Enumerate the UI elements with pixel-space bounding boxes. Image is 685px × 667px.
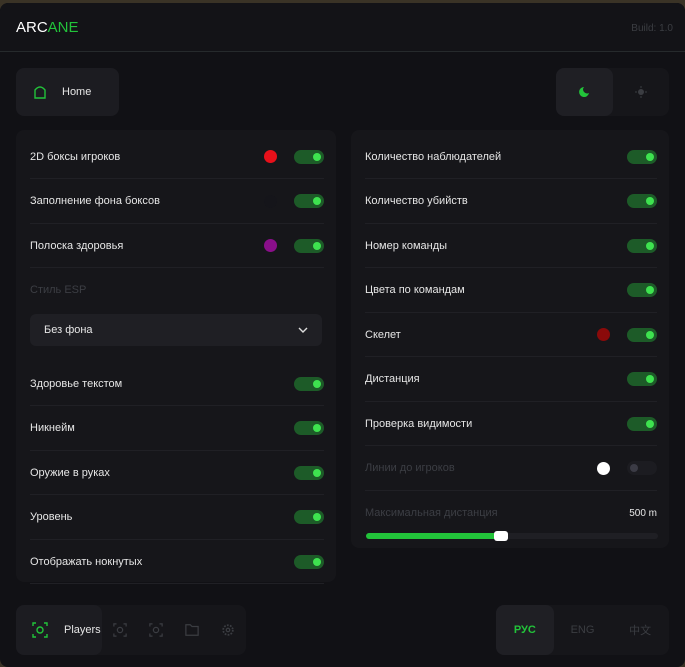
setting-row: Проверка видимости [365,402,657,446]
lang-rus[interactable]: РУС [496,605,554,655]
theme-switch [556,68,669,116]
toggle-switch[interactable] [627,372,657,386]
toggle-switch[interactable] [627,327,657,342]
setting-row: Скелет [365,313,657,357]
eye-scan-icon [32,622,48,638]
esp-style-dropdown[interactable]: Без фона [30,314,322,346]
lang-eng[interactable]: ENG [570,624,595,636]
setting-row: Полоска здоровья [30,224,324,268]
max-distance-row: Максимальная дистанция 500 m [365,491,657,535]
bottom-nav: Players [16,605,246,655]
setting-row: 2D боксы игроков [30,135,324,179]
setting-row: Здоровье текстом [30,362,324,406]
nav-settings[interactable] [210,623,246,637]
slider-label: Максимальная дистанция [365,507,498,519]
left-panel: 2D боксы игроков Заполнение фона боксов По… [16,130,336,584]
setting-label: Скелет [365,328,401,341]
setting-label: Отображать нокнутых [30,555,143,568]
right-panel: Количество наблюдателей Количество убийст… [351,130,669,548]
color-picker[interactable] [264,194,277,208]
setting-label: Количество наблюдателей [365,150,502,163]
logo-text-accent: ANE [47,19,79,36]
toggle-switch[interactable] [294,194,324,208]
slider-value: 500 m [629,507,657,519]
toggle-switch[interactable] [294,421,324,435]
setting-row: Уровень [30,496,324,540]
lang-zh[interactable]: 中文 [629,625,652,637]
setting-label: Никнейм [30,422,75,434]
toggle-switch[interactable] [627,194,657,208]
toggle-switch[interactable] [294,554,324,569]
setting-row: Цвета по командам [365,269,657,313]
moon-icon [579,87,590,97]
toggle-switch[interactable] [627,283,657,297]
setting-row: Никнейм [30,407,324,451]
toggle-switch[interactable] [294,465,324,480]
setting-label: Заполнение фона боксов [30,195,160,207]
toggle-switch[interactable] [294,376,324,391]
nav-home-label: Home [62,86,92,98]
nav-players-label: Players [64,624,101,636]
toggle-switch[interactable] [627,238,657,253]
nav-items[interactable] [138,623,174,637]
setting-row: Заполнение фона боксов [30,180,324,224]
toggle-switch[interactable] [294,238,324,253]
toggle-switch[interactable] [627,149,657,164]
setting-label: Линии до игроков [365,462,455,474]
slider-fill [366,533,501,539]
language-switch: РУС ENG 中文 [496,605,669,655]
setting-label: Номер команды [365,239,448,252]
toggle-switch[interactable] [294,510,324,524]
build-label: Build: 1.0 [631,23,673,34]
eye-scan-icon [149,623,163,637]
eye-scan-icon [113,623,127,637]
setting-label: 2D боксы игроков [30,150,121,163]
dark-theme-button[interactable] [556,68,613,116]
setting-label: Количество убийств [365,195,468,207]
dropdown-value: Без фона [44,324,93,336]
setting-label: Уровень [30,511,73,523]
setting-label: Оружие в руках [30,466,110,479]
nav-visuals[interactable] [102,623,138,637]
setting-label: Дистанция [365,373,420,385]
color-picker[interactable] [597,328,610,341]
max-distance-slider[interactable] [366,531,658,541]
color-picker[interactable] [264,239,277,252]
setting-row: Отображать нокнутых [30,540,324,584]
home-icon [34,86,46,99]
setting-row: Количество наблюдателей [365,135,657,179]
setting-label: Здоровье текстом [30,377,123,390]
color-picker[interactable] [597,461,610,475]
setting-row: Оружие в руках [30,451,324,495]
logo-text: ARC [16,19,48,36]
toggle-switch[interactable] [294,149,324,164]
setting-row: Количество убийств [365,180,657,224]
nav-players[interactable]: Players [16,605,102,655]
setting-row: Дистанция [365,358,657,402]
sun-icon [634,86,647,98]
nav-configs[interactable] [174,623,210,637]
setting-label: Полоска здоровья [30,239,124,252]
setting-label: Цвета по командам [365,284,465,296]
header: ARCANE Build: 1.0 [0,3,685,52]
logo: ARCANE [16,19,79,36]
setting-label: Проверка видимости [365,417,473,430]
setting-row: Номер команды [365,224,657,268]
setting-row: Линии до игроков [365,447,657,491]
toggle-switch[interactable] [627,461,657,475]
color-picker[interactable] [264,150,277,163]
light-theme-button[interactable] [613,68,670,116]
folder-icon [185,624,199,636]
slider-handle[interactable] [494,531,509,541]
app-window: ARCANE Build: 1.0 Home 2D боксы игроков З… [0,3,685,667]
gear-icon [222,624,234,636]
nav-home[interactable]: Home [16,68,119,116]
toggle-switch[interactable] [627,416,657,431]
esp-style-label: Стиль ESP [30,284,87,296]
chevron-down-icon [298,327,308,333]
